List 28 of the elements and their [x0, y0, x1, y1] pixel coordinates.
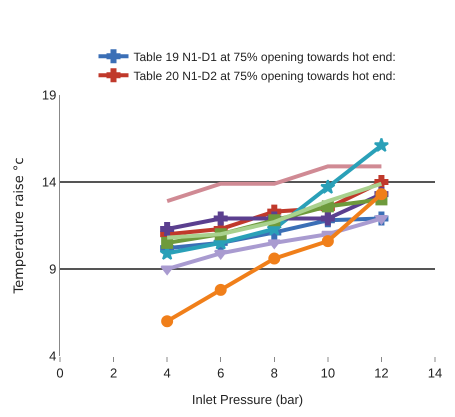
legend-label: Table 20 N1-D2 at 75% opening towards hot end: — [134, 68, 396, 83]
point — [214, 284, 227, 296]
y-tick-label: 14 — [42, 174, 56, 190]
x-tick-label: 6 — [217, 366, 224, 381]
x-tick-label: 2 — [110, 366, 118, 381]
point — [374, 137, 390, 152]
point — [320, 179, 336, 194]
x-tick-label: 10 — [320, 366, 336, 381]
point — [214, 212, 228, 226]
x-tick-label: 14 — [428, 366, 442, 381]
x-axis-title: Inlet Pressure (bar) — [192, 392, 304, 408]
point — [322, 235, 334, 248]
point — [374, 215, 388, 225]
legend-label: Table 19 N1-D1 at 75% opening towards hot end: — [134, 50, 396, 64]
point — [161, 236, 174, 249]
point — [214, 250, 228, 260]
point — [161, 315, 174, 328]
y-tick-label: 19 — [42, 88, 56, 103]
y-axis-title: Temperature raise °c — [12, 158, 27, 294]
point — [268, 239, 282, 249]
y-tick-label: 4 — [49, 348, 56, 364]
x-tick-label: 0 — [56, 366, 64, 381]
x-tick-label: 12 — [374, 366, 389, 381]
y-tick-label: 9 — [49, 262, 56, 277]
x-tick-label: 4 — [164, 366, 171, 381]
point — [268, 252, 280, 265]
point — [160, 222, 174, 236]
x-tick-label: 8 — [270, 366, 278, 381]
